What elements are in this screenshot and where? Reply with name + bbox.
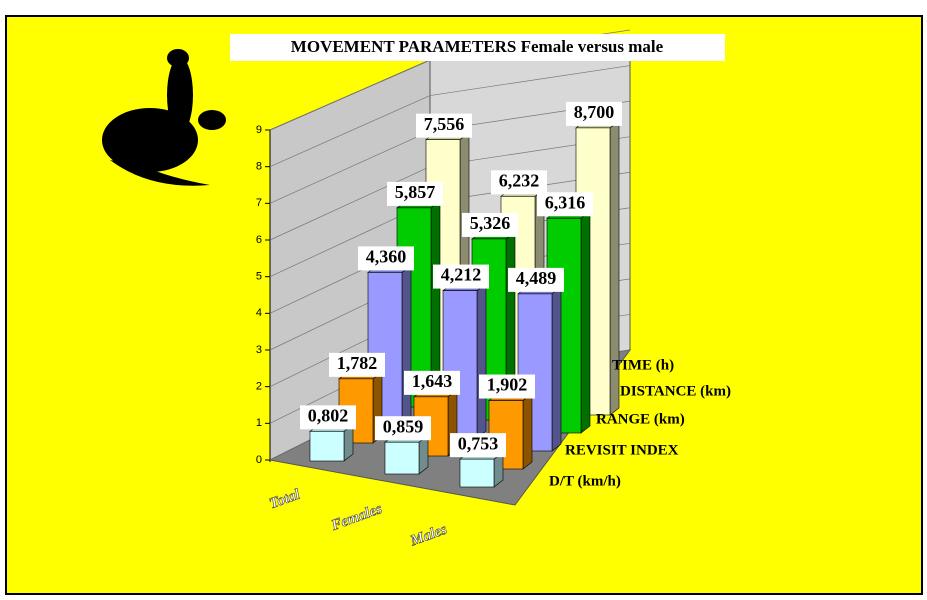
value-label: 0,802 bbox=[308, 405, 349, 425]
series-label: REVISIT INDEX bbox=[565, 442, 679, 458]
value-label: 1,782 bbox=[337, 353, 378, 373]
value-label-box bbox=[491, 170, 547, 195]
value-label: 1,902 bbox=[487, 375, 528, 395]
value-label-box bbox=[462, 212, 518, 237]
value-label-box bbox=[537, 192, 593, 217]
value-label-box bbox=[404, 370, 460, 395]
bar-side bbox=[580, 210, 591, 434]
y-tick-label: 6 bbox=[256, 234, 262, 246]
value-label-box bbox=[358, 246, 414, 271]
value-label: 5,326 bbox=[470, 213, 511, 233]
y-tick-label: 4 bbox=[256, 307, 262, 319]
title-box bbox=[230, 34, 725, 61]
value-label: 5,857 bbox=[395, 182, 436, 202]
chart-title: MOVEMENT PARAMETERS Female versus male bbox=[291, 37, 664, 56]
value-label: 6,316 bbox=[545, 192, 586, 212]
value-label-box bbox=[450, 433, 506, 458]
bar-side bbox=[551, 286, 562, 452]
grid-line bbox=[269, 130, 431, 204]
bar bbox=[459, 458, 495, 488]
y-tick-label: 0 bbox=[256, 454, 262, 466]
y-tick-label: 8 bbox=[256, 161, 262, 173]
bar-group: 0,859 bbox=[375, 416, 431, 475]
value-label: 4,212 bbox=[441, 265, 482, 285]
value-label: 4,489 bbox=[516, 268, 557, 288]
value-label: 0,753 bbox=[458, 433, 499, 453]
value-label: 1,643 bbox=[412, 371, 453, 391]
y-tick-label: 5 bbox=[256, 271, 262, 283]
grid-line bbox=[429, 65, 631, 96]
bar-group: 0,802 bbox=[300, 405, 356, 462]
y-tick-label: 9 bbox=[256, 124, 262, 136]
value-label-box bbox=[479, 374, 535, 399]
bar-side bbox=[401, 264, 412, 426]
grid-line bbox=[269, 95, 431, 167]
value-label-box bbox=[566, 101, 622, 126]
value-label-box bbox=[433, 264, 489, 289]
bar-group: 8,700 bbox=[566, 101, 622, 416]
bar-side bbox=[522, 392, 533, 470]
value-label-box bbox=[329, 352, 385, 377]
y-tick-label: 1 bbox=[256, 417, 262, 429]
value-label: 6,232 bbox=[499, 170, 540, 190]
y-tick-label: 2 bbox=[256, 381, 262, 393]
series-label: D/T (km/h) bbox=[549, 473, 621, 489]
value-label-box bbox=[416, 113, 472, 138]
y-tick-label: 7 bbox=[256, 197, 262, 209]
value-label: 8,700 bbox=[574, 102, 615, 122]
series-label: DISTANCE (km) bbox=[620, 383, 731, 399]
value-label: 7,556 bbox=[424, 114, 465, 134]
bar-side bbox=[476, 282, 487, 439]
otter-illustration bbox=[102, 49, 226, 186]
value-label-box bbox=[300, 405, 356, 430]
series-label: RANGE (km) bbox=[596, 411, 685, 427]
series-label: TIME (h) bbox=[612, 357, 674, 373]
grid-line bbox=[269, 166, 431, 241]
value-label: 0,859 bbox=[383, 416, 424, 436]
bar bbox=[384, 441, 420, 475]
grid-line bbox=[269, 59, 431, 131]
value-label-box bbox=[508, 267, 564, 292]
value-label-box bbox=[387, 181, 443, 206]
value-label: 4,360 bbox=[366, 247, 407, 267]
bar bbox=[309, 431, 345, 462]
value-label-box bbox=[375, 416, 431, 441]
plot: 7,556 6,232 8,700 5,857 5,326 6,316 4,360 4,212… bbox=[300, 101, 622, 488]
y-tick-label: 3 bbox=[256, 344, 262, 356]
bar-group: 0,753 bbox=[450, 433, 506, 488]
